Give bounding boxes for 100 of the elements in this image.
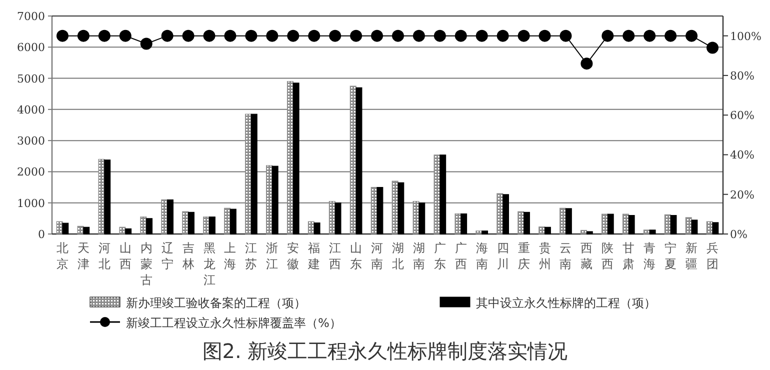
legend-label: 新办理竣工验收备案的工程（项） [126,296,306,310]
x-tick-label: 云南 [560,241,572,271]
bar [670,215,677,234]
point [454,30,467,42]
point [266,30,278,42]
x-tick-label: 江苏 [245,241,258,271]
x-tick-label: 天津 [77,241,90,271]
x-tick-label: 四川 [496,241,509,271]
x-tick-label: 上海 [224,241,236,271]
y2-tick-label: 80% [730,69,754,82]
bar [83,226,90,234]
point [371,30,384,42]
bar [712,222,719,234]
bar [544,226,551,234]
bar [188,212,194,234]
bar [664,214,671,234]
bar [167,199,174,234]
point [350,30,362,42]
y2-tick-label: 0% [730,228,748,241]
x-tick-label: 甘肃 [622,241,635,271]
point [287,30,300,42]
bar [230,208,236,234]
point [538,30,551,42]
y2-tick-label: 20% [730,188,754,202]
y-tick-label: 7000 [17,10,45,23]
y2-tick-label: 40% [730,148,754,162]
x-tick-label: 新疆 [686,241,698,271]
y2-tick-label: 100% [730,30,762,43]
point [644,30,656,42]
bar [62,222,69,234]
x-tick-label: 山西 [119,241,132,271]
x-tick-label: 广东 [434,241,446,271]
y-tick-label: 4000 [17,103,45,116]
bar [286,81,294,234]
bar [398,182,404,234]
bar [607,214,614,234]
bar [314,222,320,234]
point [119,30,132,42]
point [622,30,635,42]
bar [224,208,231,234]
bar [518,211,524,234]
bar [334,202,342,234]
x-tick-label: 青海 [644,241,656,271]
x-tick-label: 内蒙古 [140,241,152,287]
y-tick-label: 3000 [17,134,45,148]
x-tick-label: 河北 [98,241,110,271]
bar [140,216,147,234]
x-tick-label: 安徽 [287,241,300,271]
bar [104,160,111,234]
y-tick-label: 1000 [17,196,45,210]
point [392,30,404,42]
y2-tick-label: 60% [730,109,754,122]
point [476,30,488,42]
x-tick-label: 贵州 [538,241,551,271]
bar [476,230,482,234]
bar [440,154,446,234]
point [496,30,509,42]
point [518,30,530,42]
x-tick-label: 江西 [329,241,342,271]
point [664,30,677,42]
bar [146,218,153,234]
text: 图2. 新竣工工程永久性标牌制度落实情况 [202,339,568,363]
point [140,38,152,50]
bar [272,166,278,234]
bar [538,226,546,234]
point [182,30,194,42]
point [560,30,572,42]
bar [691,220,698,234]
point [686,30,698,42]
bar [565,208,572,234]
x-tick-label: 广西 [454,241,467,271]
point [412,30,425,42]
bar [56,221,63,234]
point [602,30,614,42]
point [56,30,68,42]
x-tick-label: 宁夏 [664,241,677,271]
bar [125,228,132,234]
y-tick-label: 0 [38,228,45,241]
bar [580,230,588,234]
point [203,30,216,42]
bar [496,193,504,234]
bar [328,201,336,234]
point [161,30,174,42]
bar [560,208,566,234]
bar [161,199,168,234]
bar [203,216,210,234]
point [77,30,90,42]
x-tick-label: 山东 [350,241,362,271]
x-tick-label: 兵团 [706,241,719,271]
point [580,58,593,70]
x-tick-label: 陕西 [602,241,614,271]
x-tick-label: 河南 [371,241,384,271]
legend-label: 其中设立永久性标牌的工程（项） [476,296,656,310]
bar [308,221,314,234]
bar [586,231,593,234]
bar [356,87,362,234]
bar [182,211,189,234]
bar [502,194,509,234]
bar [418,202,426,234]
bar [523,212,530,234]
